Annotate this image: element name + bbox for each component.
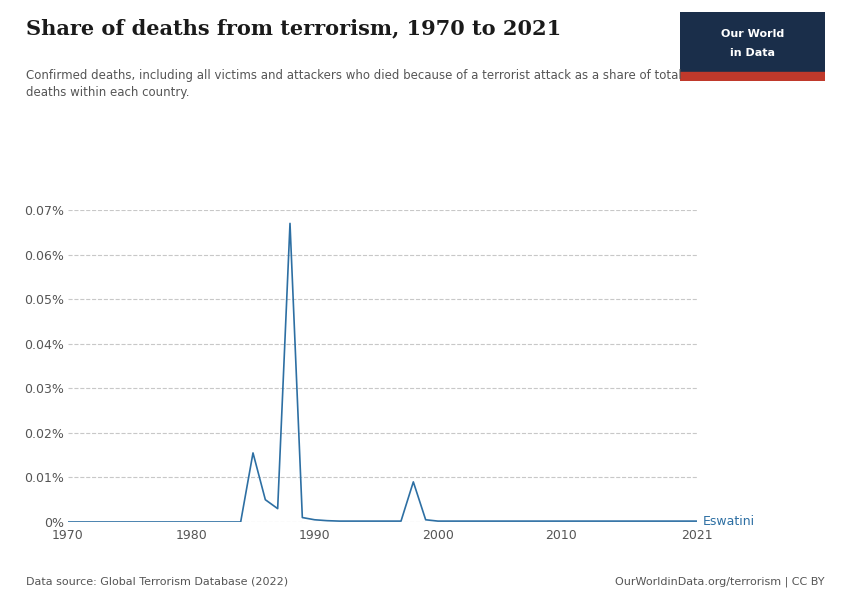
Text: in Data: in Data — [730, 49, 774, 58]
Text: Share of deaths from terrorism, 1970 to 2021: Share of deaths from terrorism, 1970 to … — [26, 18, 561, 38]
Text: OurWorldinData.org/terrorism | CC BY: OurWorldinData.org/terrorism | CC BY — [615, 576, 824, 587]
Text: Our World: Our World — [721, 29, 784, 39]
Text: Data source: Global Terrorism Database (2022): Data source: Global Terrorism Database (… — [26, 577, 287, 587]
Text: Confirmed deaths, including all victims and attackers who died because of a terr: Confirmed deaths, including all victims … — [26, 69, 681, 99]
Text: Eswatini: Eswatini — [703, 515, 756, 527]
Bar — [680, 72, 824, 81]
